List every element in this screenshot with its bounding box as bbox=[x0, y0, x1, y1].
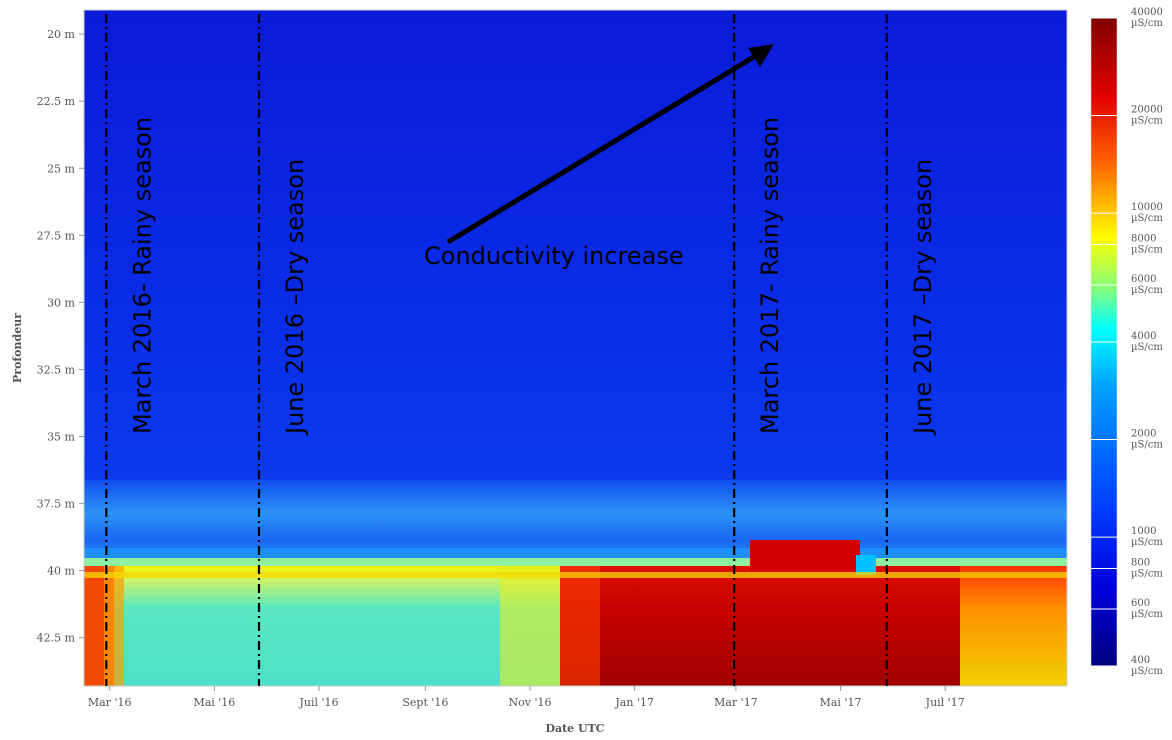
colorbar-tick-unit: µS/cm bbox=[1131, 213, 1163, 224]
x-tick-label: Mai '17 bbox=[820, 696, 862, 709]
colorbar-tick-label: 4000 bbox=[1131, 331, 1156, 342]
colorbar-tick-unit: µS/cm bbox=[1131, 440, 1163, 451]
y-tick-label: 37.5 m bbox=[37, 498, 76, 511]
y-tick-label: 32.5 m bbox=[37, 363, 76, 376]
colorbar-tick-unit: µS/cm bbox=[1131, 18, 1163, 29]
heatmap-field bbox=[84, 10, 1067, 686]
y-tick-label: 20 m bbox=[47, 28, 75, 41]
colorbar-tick-label: 800 bbox=[1131, 557, 1150, 568]
colorbar-tick-unit: µS/cm bbox=[1131, 666, 1163, 677]
colorbar-tick-label: 8000 bbox=[1131, 233, 1156, 244]
y-tick-label: 25 m bbox=[47, 162, 75, 175]
colorbar-tick-unit: µS/cm bbox=[1131, 244, 1163, 255]
season-label: June 2017 –Dry season bbox=[909, 159, 937, 436]
y-tick-label: 22.5 m bbox=[37, 95, 76, 108]
colorbar-tick-label: 10000 bbox=[1131, 202, 1163, 213]
annotation-text: Conductivity increase bbox=[424, 242, 684, 270]
colorbar-tick-unit: µS/cm bbox=[1131, 537, 1163, 548]
x-tick-label: Mar '16 bbox=[88, 696, 132, 709]
colorbar-tick-label: 400 bbox=[1131, 655, 1150, 666]
colorbar-tick-unit: µS/cm bbox=[1131, 342, 1163, 353]
x-tick-label: Juil '17 bbox=[925, 696, 965, 709]
colorbar-tick-label: 20000 bbox=[1131, 105, 1163, 116]
conductivity-arrowhead bbox=[748, 44, 774, 67]
colorbar-tick-label: 1000 bbox=[1131, 526, 1156, 537]
y-tick-label: 42.5 m bbox=[37, 632, 76, 645]
y-tick-label: 40 m bbox=[47, 565, 75, 578]
plot-frame bbox=[83, 9, 1068, 687]
colorbar-tick-label: 40000 bbox=[1131, 7, 1163, 18]
season-label: March 2017- Rainy season bbox=[756, 117, 784, 434]
y-tick-label: 30 m bbox=[47, 296, 75, 309]
colorbar-ticks: 40000µS/cm20000µS/cm10000µS/cm8000µS/cm6… bbox=[1091, 7, 1163, 677]
y-axis-ticks: 20 m 22.5 m 25 m 27.5 m 30 m 32.5 m 35 m 37.5 m… bbox=[37, 28, 84, 645]
y-tick-label: 27.5 m bbox=[37, 229, 76, 242]
x-tick-label: Nov '16 bbox=[509, 696, 552, 709]
season-label: March 2016- Rainy season bbox=[128, 117, 156, 434]
colorbar: 40000µS/cm20000µS/cm10000µS/cm8000µS/cm6… bbox=[1090, 7, 1163, 677]
x-axis-title: Date UTC bbox=[545, 722, 604, 735]
y-tick-label: 35 m bbox=[47, 431, 75, 444]
colorbar-tick-unit: µS/cm bbox=[1131, 285, 1163, 296]
colorbar-tick-unit: µS/cm bbox=[1131, 568, 1163, 579]
season-lines bbox=[105, 14, 888, 686]
conductivity-increase-annotation: Conductivity increase bbox=[424, 44, 774, 270]
y-axis-title: Profondeur bbox=[11, 313, 24, 383]
colorbar-tick-label: 600 bbox=[1131, 598, 1150, 609]
x-tick-label: Sept '16 bbox=[402, 696, 448, 709]
season-labels: March 2016- Rainy season June 2016 –Dry s… bbox=[128, 117, 937, 436]
colorbar-tick-label: 6000 bbox=[1131, 274, 1156, 285]
colorbar-tick-label: 2000 bbox=[1131, 429, 1156, 440]
x-axis-ticks: Mar '16 Mai '16 Juil '16 Sept '16 Nov '16 Jan… bbox=[88, 686, 965, 709]
season-label: June 2016 –Dry season bbox=[281, 159, 309, 436]
colorbar-tick-unit: µS/cm bbox=[1131, 609, 1163, 620]
x-tick-label: Mar '17 bbox=[714, 696, 758, 709]
x-tick-label: Mai '16 bbox=[193, 696, 235, 709]
conductivity-arrow bbox=[446, 49, 764, 245]
colorbar-tick-unit: µS/cm bbox=[1131, 116, 1163, 127]
x-tick-label: Juil '16 bbox=[298, 696, 338, 709]
x-tick-label: Jan '17 bbox=[614, 696, 654, 709]
